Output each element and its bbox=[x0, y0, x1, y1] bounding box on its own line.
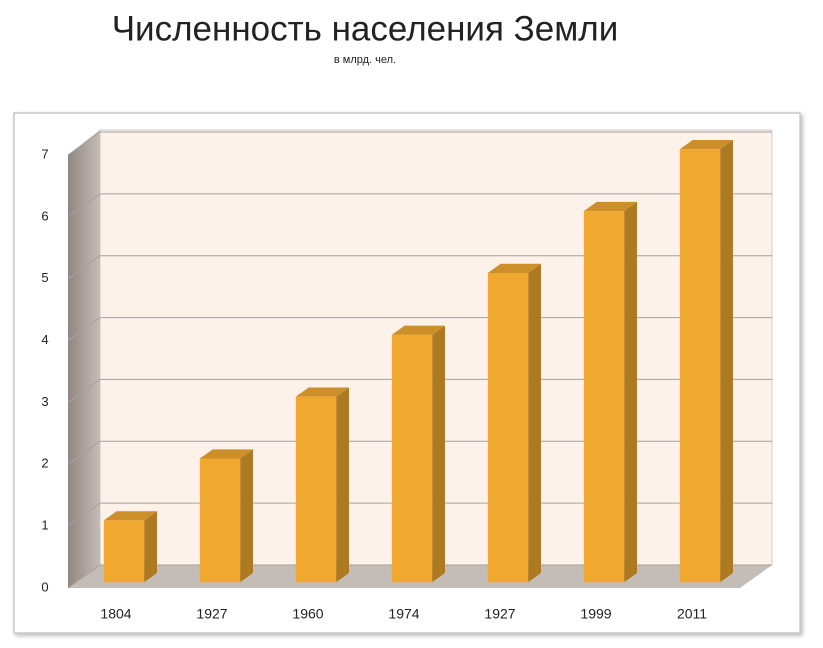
x-tick-label: 1927 bbox=[484, 606, 515, 622]
bar-front bbox=[295, 396, 337, 583]
bar-front bbox=[391, 334, 433, 583]
bar-top bbox=[583, 201, 637, 212]
bar bbox=[103, 511, 157, 583]
y-tick-label: 5 bbox=[41, 270, 48, 285]
bar-front bbox=[679, 149, 721, 583]
x-tick-label: 1974 bbox=[388, 606, 419, 622]
grid-line bbox=[67, 440, 772, 465]
x-tick-label: 1927 bbox=[196, 606, 227, 622]
grid-line bbox=[67, 131, 772, 156]
bar-top bbox=[199, 449, 253, 459]
grid-line bbox=[67, 317, 772, 341]
bar-front bbox=[103, 520, 145, 583]
grid-line bbox=[67, 378, 772, 403]
grid-line bbox=[67, 502, 772, 527]
y-tick-label: 3 bbox=[41, 394, 48, 409]
bar-top bbox=[391, 325, 445, 335]
bar-side bbox=[624, 201, 637, 583]
y-tick-label: 7 bbox=[41, 146, 48, 161]
x-tick-label: 1999 bbox=[580, 606, 611, 622]
x-tick-label: 1960 bbox=[292, 606, 323, 622]
bar-side bbox=[432, 325, 445, 583]
bar-side bbox=[240, 449, 253, 583]
bar bbox=[391, 325, 445, 583]
bar-top bbox=[295, 387, 349, 397]
y-tick-label: 6 bbox=[41, 208, 48, 223]
bar-side bbox=[720, 140, 733, 583]
bar-top bbox=[487, 263, 541, 273]
bar bbox=[199, 449, 253, 583]
bar-top bbox=[103, 511, 157, 521]
grid-line bbox=[67, 193, 772, 218]
bar bbox=[679, 140, 733, 583]
bar-front bbox=[583, 211, 625, 583]
chart-subtitle: в млрд. чел. bbox=[334, 54, 396, 66]
bar bbox=[295, 387, 349, 583]
bar-side bbox=[336, 387, 349, 583]
bar-top bbox=[679, 140, 733, 150]
x-tick-label: 2011 bbox=[677, 606, 707, 622]
y-tick-label: 1 bbox=[41, 518, 48, 533]
y-tick-label: 0 bbox=[41, 579, 48, 594]
bar-front bbox=[199, 458, 241, 583]
bar-front bbox=[487, 272, 529, 583]
x-tick-label: 1804 bbox=[100, 606, 131, 622]
grid-line bbox=[67, 564, 772, 589]
y-tick-label: 4 bbox=[41, 332, 48, 347]
grid-line bbox=[67, 255, 772, 280]
side-wall bbox=[68, 130, 100, 588]
bar bbox=[583, 201, 637, 583]
bar-side bbox=[144, 511, 157, 583]
bar bbox=[487, 263, 541, 583]
bar-side bbox=[528, 263, 541, 583]
chart-title: Численность населения Земли bbox=[112, 9, 619, 48]
y-tick-label: 2 bbox=[41, 456, 48, 471]
